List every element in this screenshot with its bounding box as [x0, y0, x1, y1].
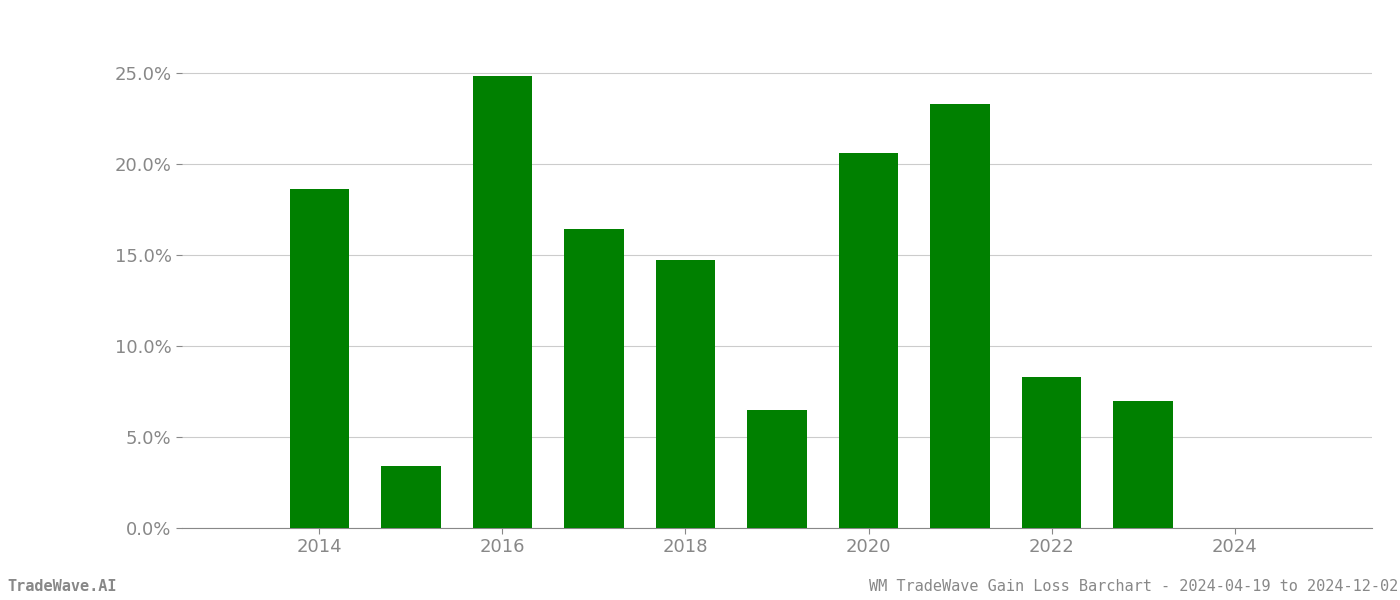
Bar — [931, 104, 990, 528]
Bar — [290, 189, 349, 528]
Text: TradeWave.AI: TradeWave.AI — [7, 579, 116, 594]
Bar — [1022, 377, 1081, 528]
Bar — [839, 153, 899, 528]
Bar — [1113, 401, 1173, 528]
Bar — [748, 410, 806, 528]
Bar — [564, 229, 623, 528]
Bar — [381, 466, 441, 528]
Text: WM TradeWave Gain Loss Barchart - 2024-04-19 to 2024-12-02: WM TradeWave Gain Loss Barchart - 2024-0… — [869, 579, 1399, 594]
Bar — [655, 260, 715, 528]
Bar — [473, 76, 532, 528]
